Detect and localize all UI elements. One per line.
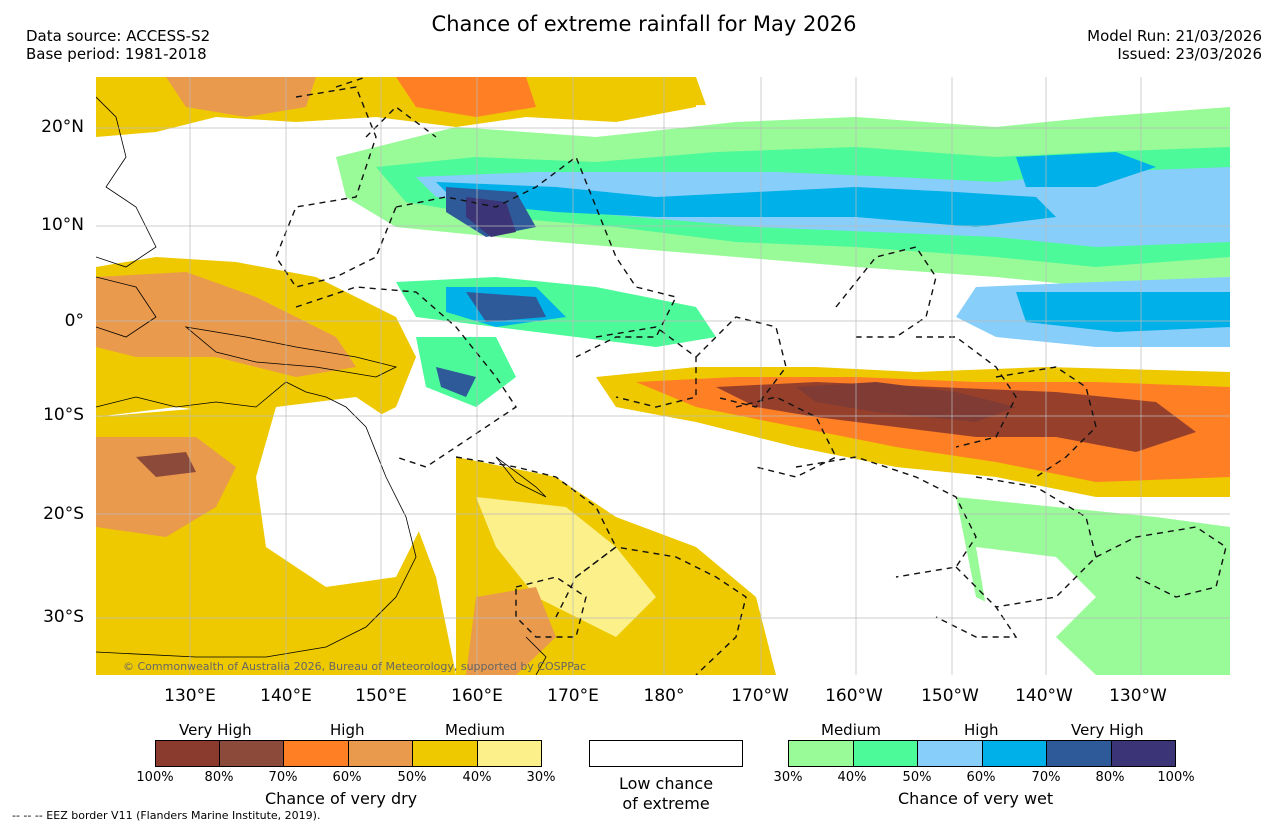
map-title: Chance of extreme rainfall for May 2026 xyxy=(431,12,857,36)
lat-label: 20°S xyxy=(43,504,84,524)
wet-tick: 100% xyxy=(1157,770,1195,785)
low-chance-swatch xyxy=(589,740,743,767)
wet-tick: 80% xyxy=(1095,770,1125,785)
dry-australia-dark xyxy=(136,452,196,477)
wet-swatch xyxy=(918,741,983,766)
wet-very-high-label: Very High xyxy=(1071,721,1144,739)
dry-orange-north xyxy=(166,77,316,117)
wet-swatch xyxy=(854,741,918,766)
wet-tick: 70% xyxy=(1031,770,1061,785)
wet-medium-label: Medium xyxy=(821,721,881,739)
dry-swatch xyxy=(349,741,413,766)
lat-label: 10°N xyxy=(41,215,84,235)
wet-blue-ne xyxy=(1016,152,1156,187)
eez-footnote: -- -- -- EEZ border V11 (Flanders Marine… xyxy=(12,809,321,822)
lon-label: 150°E xyxy=(355,686,407,706)
philippines-coast xyxy=(96,96,157,268)
australia-interior-low xyxy=(256,397,426,587)
issued-text: Issued: 23/03/2026 xyxy=(1117,45,1262,63)
wet-tick: 50% xyxy=(902,770,932,785)
wet-equator-dark xyxy=(466,292,546,322)
lat-label: 30°S xyxy=(43,607,84,627)
wet-tick: 60% xyxy=(966,770,996,785)
dry-very-high-label: Very High xyxy=(179,721,252,739)
dry-australia-orange xyxy=(96,437,236,537)
wet-swatch xyxy=(789,741,854,766)
wet-southeast-green xyxy=(956,497,1230,675)
wet-tick: 40% xyxy=(837,770,867,785)
australia-coast xyxy=(96,381,417,658)
header-right: Model Run: 21/03/2026 Issued: 23/03/2026 xyxy=(1087,27,1262,63)
dry-west-orange xyxy=(96,272,356,377)
coastlines xyxy=(96,96,547,675)
dry-swatch xyxy=(220,741,284,766)
wet-regions xyxy=(336,107,1230,675)
wet-southeast-white xyxy=(976,547,1096,637)
dry-pale-north xyxy=(556,77,706,107)
lon-label: 170°W xyxy=(731,686,789,706)
wet-tick: 30% xyxy=(773,770,803,785)
lon-label: 140°W xyxy=(1015,686,1073,706)
dry-regions xyxy=(96,77,776,675)
dry-swatch xyxy=(478,741,541,766)
model-run-text: Model Run: 21/03/2026 xyxy=(1087,27,1262,45)
data-source-text: Data source: ACCESS-S2 xyxy=(26,27,211,45)
lon-label: 170°E xyxy=(547,686,599,706)
dry-swatch xyxy=(284,741,349,766)
wet-swatch xyxy=(1112,741,1175,766)
new-caledonia-coast xyxy=(495,456,547,498)
dry-swatch xyxy=(413,741,478,766)
lon-label: 160°E xyxy=(451,686,503,706)
dry-medium-label: Medium xyxy=(445,721,505,739)
dry-tick: 40% xyxy=(462,770,492,785)
wet-swatch xyxy=(1047,741,1112,766)
dry-pale-coral xyxy=(476,497,656,637)
dry-tick: 100% xyxy=(136,770,174,785)
dry-swatch xyxy=(156,741,220,766)
wet-legend-title: Chance of very wet xyxy=(898,789,1054,808)
graticule xyxy=(96,77,1230,675)
lon-label: 160°W xyxy=(825,686,883,706)
lat-label: 10°S xyxy=(43,405,84,425)
wet-east-equator-blue xyxy=(1016,292,1230,332)
new-guinea-coast xyxy=(184,326,398,378)
base-period-text: Base period: 1981-2018 xyxy=(26,45,207,63)
wet-navy-north xyxy=(466,197,516,237)
lon-label: 130°E xyxy=(164,686,216,706)
dry-colorbar xyxy=(155,740,542,767)
dry-orange-tasman xyxy=(466,587,556,675)
dry-high-label: High xyxy=(330,721,365,739)
dry-tick: 30% xyxy=(526,770,556,785)
dry-orange-north-2 xyxy=(396,77,536,117)
header-left: Data source: ACCESS-S2 Base period: 1981… xyxy=(26,27,210,63)
dry-tick: 50% xyxy=(397,770,427,785)
copyright-text: © Commonwealth of Australia 2026, Bureau… xyxy=(123,660,587,673)
wet-solomons-blue xyxy=(436,367,476,397)
wet-high-label: High xyxy=(964,721,999,739)
lon-label: 180° xyxy=(643,686,685,706)
lon-label: 150°W xyxy=(921,686,979,706)
lon-label: 130°W xyxy=(1109,686,1167,706)
lon-label: 140°E xyxy=(260,686,312,706)
low-chance-line2: of extreme xyxy=(622,794,710,813)
dry-tick: 80% xyxy=(204,770,234,785)
low-chance-label: Low chance of extreme xyxy=(589,774,743,814)
borneo-coast xyxy=(96,276,157,338)
dry-central-band xyxy=(596,367,1230,497)
low-chance-line1: Low chance xyxy=(618,774,714,793)
dry-tick: 60% xyxy=(332,770,362,785)
wet-colorbar xyxy=(788,740,1176,767)
rainfall-map xyxy=(96,77,1230,675)
lat-label: 20°N xyxy=(41,117,84,137)
wet-solomons-green xyxy=(416,337,516,407)
lat-label: 0° xyxy=(64,311,84,331)
dry-tick: 70% xyxy=(268,770,298,785)
wet-swatch xyxy=(983,741,1047,766)
new-zealand-coast xyxy=(525,636,547,675)
dry-legend-title: Chance of very dry xyxy=(265,789,418,808)
